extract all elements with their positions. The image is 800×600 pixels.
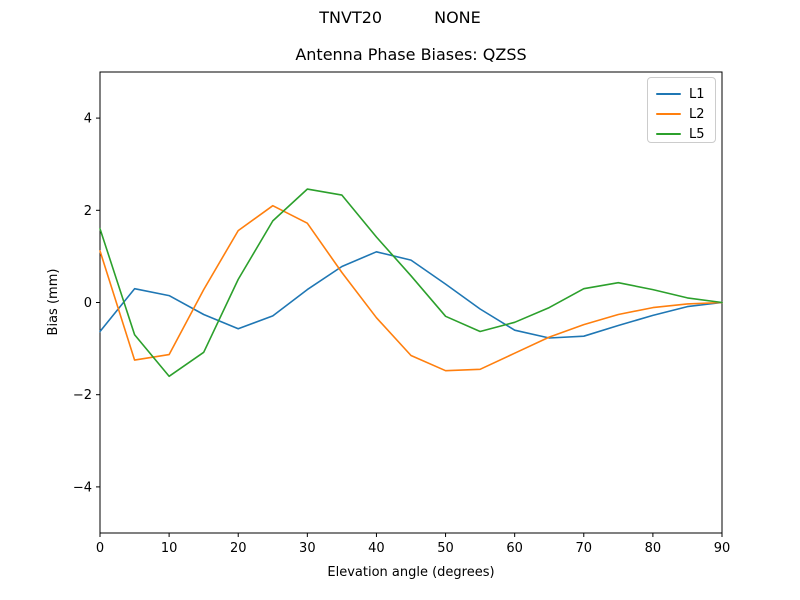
- series-line-l5: [99, 188, 723, 378]
- x-axis-label: Elevation angle (degrees): [327, 565, 494, 580]
- x-tick-label-80: 80: [645, 541, 662, 556]
- legend-label-l5: L5: [689, 126, 705, 142]
- x-tick-label-10: 10: [161, 541, 178, 556]
- legend: L1 L2 L5: [647, 77, 716, 143]
- plot-border: [99, 71, 723, 534]
- x-tick-label-90: 90: [714, 541, 731, 556]
- suptitle-mode: NONE: [434, 8, 481, 27]
- legend-item-l1: L1: [656, 84, 715, 104]
- y-tick-label-2: 2: [84, 204, 92, 219]
- x-tick-label-0: 0: [96, 541, 104, 556]
- suptitle-station: TNVT20: [319, 8, 383, 27]
- x-tick-label-20: 20: [230, 541, 247, 556]
- figure-suptitle: TNVT20 NONE: [0, 8, 800, 27]
- x-tick-label-50: 50: [437, 541, 454, 556]
- legend-item-l2: L2: [656, 104, 715, 124]
- x-tick-label-30: 30: [299, 541, 316, 556]
- series-line-l2: [99, 204, 723, 372]
- x-tick-label-60: 60: [506, 541, 523, 556]
- y-tick-label-0: 0: [84, 296, 92, 311]
- x-tick-label-40: 40: [368, 541, 385, 556]
- y-tick-label--4: −4: [73, 480, 92, 495]
- legend-label-l2: L2: [689, 106, 705, 122]
- legend-line-swatch-l5: [656, 132, 681, 136]
- y-axis-label: Bias (mm): [46, 269, 61, 336]
- x-tick-label-70: 70: [576, 541, 593, 556]
- legend-item-l5: L5: [656, 124, 715, 144]
- legend-label-l1: L1: [689, 86, 705, 102]
- legend-line-swatch-l1: [656, 92, 681, 96]
- series-line-l1: [99, 251, 723, 339]
- y-tick-label--2: −2: [73, 388, 92, 403]
- legend-line-swatch-l2: [656, 112, 681, 116]
- chart-title: Antenna Phase Biases: QZSS: [295, 45, 527, 64]
- y-tick-label-4: 4: [84, 112, 92, 127]
